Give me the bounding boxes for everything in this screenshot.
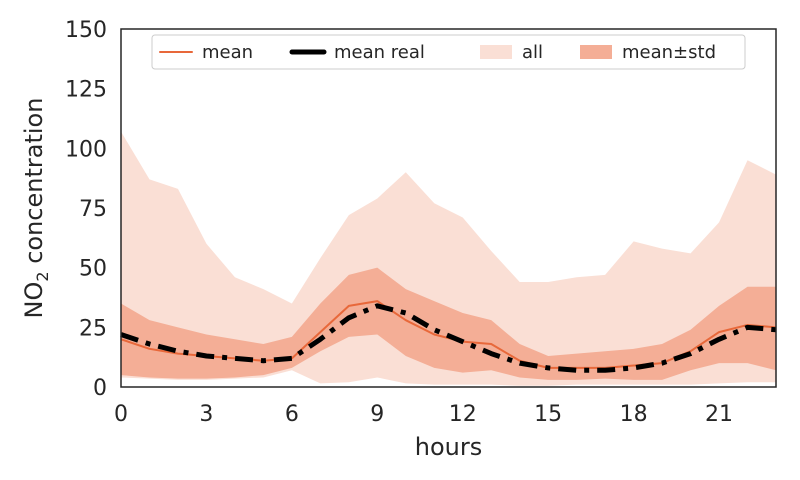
line-mean-real [120,303,777,373]
legend-label-mean-std: mean±std [622,42,716,63]
x-axis: 0 3 6 9 12 15 18 21 [114,402,733,427]
y-tick-label: 75 [79,197,107,222]
legend-swatch-all [480,45,512,59]
x-tick-label: 12 [449,402,477,427]
legend: mean mean real all mean±std [151,34,746,70]
y-axis: 0 25 50 75 100 125 150 [65,18,107,401]
y-axis-label-main: NO [20,282,48,319]
y-axis-label-rest: concentration [20,98,48,272]
y-tick-label: 100 [65,137,107,162]
legend-swatch-mean-std [580,45,612,59]
x-tick-label: 6 [285,402,299,427]
axes-frame [120,28,777,388]
x-tick-label: 3 [199,402,213,427]
legend-label-mean: mean [202,42,253,63]
y-tick-label: 50 [79,257,107,282]
legend-label-mean-real: mean real [334,42,425,63]
y-tick-label: 125 [65,78,107,103]
x-tick-label: 18 [620,402,648,427]
x-tick-label: 21 [705,402,733,427]
x-tick-label: 9 [370,402,384,427]
x-tick-label: 0 [114,402,128,427]
x-axis-label: hours [415,433,482,461]
x-tick-label: 15 [534,402,562,427]
legend-label-all: all [522,42,543,63]
y-tick-label: 150 [65,18,107,43]
band-all [121,131,776,386]
y-axis-label-subscript: 2 [33,271,52,281]
plot-area [120,131,777,386]
y-tick-label: 25 [79,316,107,341]
y-axis-label: NO2 concentration [20,98,52,319]
band-mean-std [121,267,776,380]
y-tick-label: 0 [93,376,107,401]
legend-box [151,34,746,70]
